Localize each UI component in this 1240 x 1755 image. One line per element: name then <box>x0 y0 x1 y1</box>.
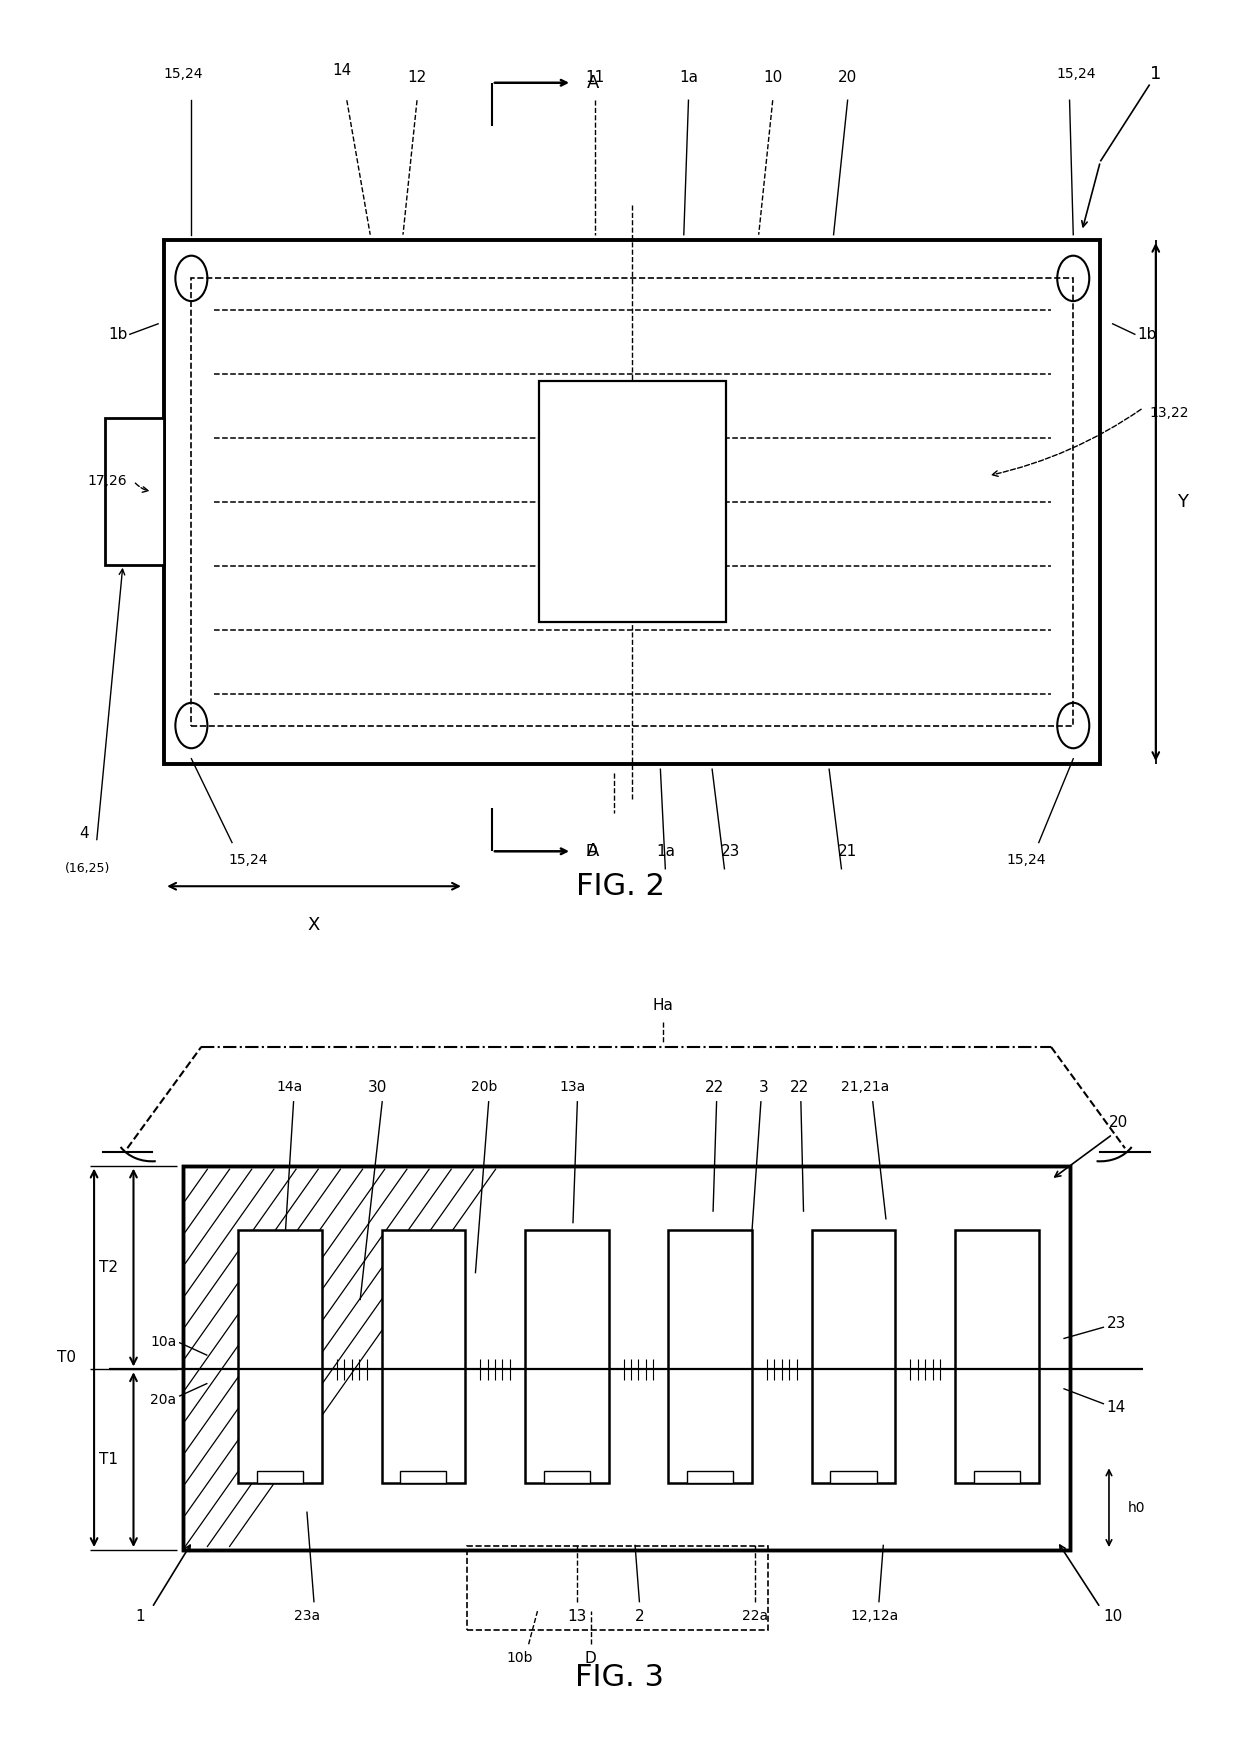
Bar <box>973 1471 1021 1483</box>
Text: 1a: 1a <box>656 844 675 858</box>
Text: 14: 14 <box>1106 1400 1126 1415</box>
Text: 15,24: 15,24 <box>1007 853 1047 867</box>
Text: 23: 23 <box>720 844 740 858</box>
Text: 13,22: 13,22 <box>1149 405 1189 419</box>
Text: 10a: 10a <box>150 1336 176 1350</box>
Text: 15,24: 15,24 <box>162 67 202 81</box>
Bar <box>831 1471 877 1483</box>
Text: 17,26: 17,26 <box>88 474 128 488</box>
Bar <box>525 1230 609 1483</box>
Bar <box>182 1165 1070 1550</box>
Text: 21: 21 <box>838 844 857 858</box>
Text: 13: 13 <box>568 1609 587 1623</box>
Text: (16,25): (16,25) <box>66 862 110 876</box>
Text: 23a: 23a <box>294 1609 320 1623</box>
Text: 15,24: 15,24 <box>228 853 268 867</box>
Text: T1: T1 <box>99 1451 118 1467</box>
Text: 22: 22 <box>790 1079 808 1095</box>
Text: T0: T0 <box>57 1350 77 1365</box>
Text: 4: 4 <box>79 827 89 841</box>
Bar <box>191 279 1074 725</box>
Bar <box>687 1471 733 1483</box>
Bar <box>544 1471 590 1483</box>
Text: 12: 12 <box>408 70 427 84</box>
Text: 22a: 22a <box>742 1609 768 1623</box>
Text: 30: 30 <box>368 1079 388 1095</box>
Text: 20b: 20b <box>471 1079 497 1093</box>
Text: 21,21a: 21,21a <box>842 1079 890 1093</box>
Text: A: A <box>587 74 599 91</box>
Bar <box>401 1471 446 1483</box>
Bar <box>164 240 1100 763</box>
Text: 11: 11 <box>585 70 604 84</box>
Text: 10: 10 <box>1104 1609 1122 1623</box>
Bar <box>812 1230 895 1483</box>
Bar <box>955 1230 1039 1483</box>
Text: A: A <box>587 842 599 860</box>
Text: 14a: 14a <box>277 1079 303 1093</box>
Text: 1b: 1b <box>108 326 128 342</box>
Text: 22: 22 <box>706 1079 724 1095</box>
Text: 10: 10 <box>763 70 782 84</box>
Text: 1: 1 <box>1149 65 1162 82</box>
Text: 12,12a: 12,12a <box>851 1609 899 1623</box>
Text: 14: 14 <box>332 63 352 77</box>
Text: 2: 2 <box>635 1609 645 1623</box>
Bar <box>538 381 725 623</box>
Text: Y: Y <box>1177 493 1188 511</box>
Text: 20: 20 <box>838 70 857 84</box>
Text: 10b: 10b <box>506 1651 533 1665</box>
Text: 1: 1 <box>135 1609 145 1623</box>
Text: T2: T2 <box>99 1260 118 1276</box>
Text: 1b: 1b <box>1137 326 1157 342</box>
Text: D: D <box>585 1651 596 1665</box>
Text: 3: 3 <box>759 1079 769 1095</box>
Text: X: X <box>308 916 320 934</box>
Text: 20: 20 <box>1110 1114 1128 1130</box>
Bar <box>182 1165 1070 1550</box>
Text: FIG. 3: FIG. 3 <box>575 1664 665 1692</box>
Bar <box>466 1546 768 1630</box>
Bar <box>105 418 164 565</box>
Text: 13a: 13a <box>559 1079 587 1093</box>
Text: Ha: Ha <box>652 997 673 1013</box>
Text: D: D <box>585 844 598 858</box>
Bar <box>668 1230 751 1483</box>
Text: 15,24: 15,24 <box>1056 67 1095 81</box>
Bar <box>382 1230 465 1483</box>
Text: FIG. 2: FIG. 2 <box>575 872 665 900</box>
Text: 23: 23 <box>1106 1316 1126 1330</box>
Text: 1a: 1a <box>680 70 698 84</box>
Bar <box>238 1230 322 1483</box>
Bar <box>257 1471 303 1483</box>
Text: h0: h0 <box>1127 1501 1145 1515</box>
Text: 20a: 20a <box>150 1393 176 1408</box>
